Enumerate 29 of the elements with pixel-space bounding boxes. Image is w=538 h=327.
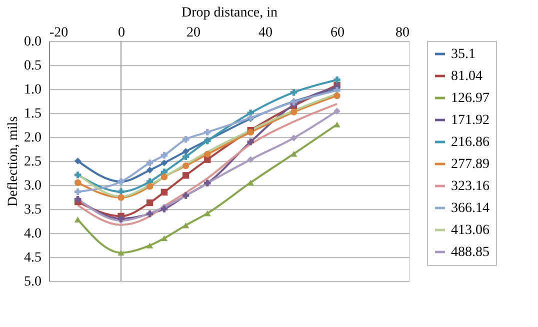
y-tick-label: 5.0 (24, 274, 42, 290)
y-tick-label: 0.5 (24, 58, 42, 74)
legend-label: 323.16 (451, 179, 490, 194)
x-tick-label: 60 (330, 26, 344, 40)
y-tick-label: 3.5 (24, 202, 42, 218)
x-tick-label: 0 (118, 26, 125, 40)
legend-label: 35.1 (451, 47, 476, 62)
y-axis-title: Deflection, mils (6, 116, 21, 207)
x-tick-label: 40 (258, 26, 272, 40)
legend-label: 488.85 (451, 245, 490, 260)
legend-label: 366.14 (451, 201, 490, 216)
legend-label: 216.86 (451, 135, 490, 150)
x-tick-label: 20 (186, 26, 200, 40)
y-tick-label: 1.0 (24, 82, 42, 98)
x-tick-label: 80 (396, 26, 410, 40)
y-tick-label: 4.0 (24, 226, 42, 242)
y-tick-label: 0.0 (24, 34, 42, 50)
y-tick-label: 2.0 (24, 130, 42, 146)
y-tick-label: 2.5 (24, 154, 42, 170)
legend-label: 171.92 (451, 113, 490, 128)
legend-label: 126.97 (451, 91, 490, 106)
x-tick-label: -20 (50, 26, 68, 40)
legend-label: 413.06 (451, 223, 490, 238)
y-tick-label: 3.0 (24, 178, 42, 194)
y-tick-label: 1.5 (24, 106, 42, 122)
legend-label: 81.04 (451, 69, 482, 84)
legend-label: 277.89 (451, 157, 490, 172)
y-tick-label: 4.5 (24, 250, 42, 266)
x-axis-title: Drop distance, in (181, 6, 278, 20)
